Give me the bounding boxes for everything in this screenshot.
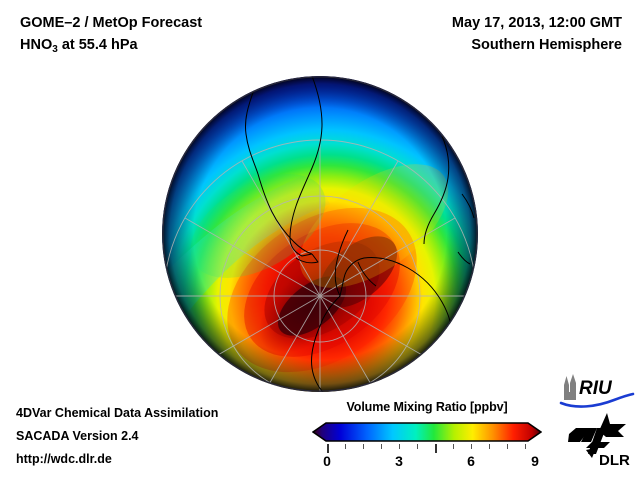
colorbar-tick-minor: [381, 444, 382, 449]
colorbar-tick-minor: [417, 444, 418, 449]
coastline-nz-south: [447, 325, 467, 339]
coastline-australia-east: [461, 193, 475, 219]
footer-line-version: SACADA Version 2.4: [16, 429, 139, 443]
polar-stereographic-globe: [162, 76, 478, 392]
quantity-subscript: 3: [52, 44, 58, 55]
colorbar-tick-minor: [399, 444, 400, 449]
colorbar-tick-minor: [507, 444, 508, 449]
colorbar-label-6: 6: [467, 453, 475, 469]
colorbar-tick-minor: [453, 444, 454, 449]
header-left: GOME–2 / MetOp Forecast HNO3 at 55.4 hPa: [20, 12, 202, 61]
coastline-south-america-east: [289, 76, 323, 257]
colorbar-svg: [312, 422, 542, 442]
datetime-label: May 17, 2013, 12:00 GMT: [451, 15, 622, 31]
coastlines: [239, 76, 475, 392]
coastline-antarctic-peninsula: [334, 229, 349, 297]
colorbar-strip: [312, 420, 542, 444]
quantity-suffix: at 55.4 hPa: [57, 37, 138, 53]
riu-swoosh: [559, 392, 635, 408]
colorbar-label-3: 3: [395, 453, 403, 469]
colorbar-tick-0: [327, 444, 329, 453]
footer-line-assimilation: 4DVar Chemical Data Assimilation: [16, 406, 219, 420]
colorbar-title: Volume Mixing Ratio [ppbv]: [346, 400, 508, 414]
colorbar-tick-3: [435, 444, 437, 453]
meridians: [164, 140, 476, 392]
colorbar-ticks: [312, 444, 542, 453]
colorbar-tick-minor: [345, 444, 346, 449]
map-svg: [162, 76, 478, 392]
quantity-prefix: HNO: [20, 37, 53, 53]
colorbar: Volume Mixing Ratio [ppbv]: [312, 400, 542, 473]
footer-line-url[interactable]: http://wdc.dlr.de: [16, 452, 112, 466]
colorbar-tick-minor: [489, 444, 490, 449]
dlr-logo: DLR: [566, 412, 634, 469]
coastline-south-america-west: [245, 89, 313, 255]
colorbar-label-9: 9: [531, 453, 539, 469]
map-field: [162, 76, 478, 392]
quantity-title: HNO3 at 55.4 hPa: [20, 34, 202, 61]
cathedral-icon: [564, 374, 576, 400]
colorbar-label-0: 0: [323, 453, 331, 469]
colorbar-tick-minor: [525, 444, 526, 449]
colorbar-tick-minor: [363, 444, 364, 449]
colorbar-labels: 0 3 6 9: [312, 453, 542, 473]
riu-wordmark: RIU: [579, 378, 613, 399]
coastline-ross-inlet: [403, 369, 410, 392]
riu-logo: RIU: [558, 374, 636, 408]
header-right: May 17, 2013, 12:00 GMT Southern Hemisph…: [452, 12, 622, 56]
coastline-tierra-del-fuego: [295, 253, 319, 264]
riu-logo-svg: RIU: [559, 374, 635, 408]
globe-outline: [162, 76, 478, 392]
dlr-wordmark: DLR: [599, 452, 630, 468]
coastline-new-zealand: [457, 251, 471, 265]
coastline-weddell-inlet: [357, 261, 377, 287]
map-panel: [162, 76, 478, 392]
colorbar-ramp: [312, 422, 542, 442]
instrument-title: GOME–2 / MetOp Forecast: [20, 15, 203, 31]
region-label: Southern Hemisphere: [471, 37, 622, 53]
footer-credits: 4DVar Chemical Data Assimilation SACADA …: [16, 402, 218, 471]
coastline-australia: [423, 135, 450, 245]
colorbar-tick-minor: [471, 444, 472, 449]
dlr-emblem-icon: [568, 413, 626, 458]
dlr-logo-svg: DLR: [568, 413, 630, 469]
